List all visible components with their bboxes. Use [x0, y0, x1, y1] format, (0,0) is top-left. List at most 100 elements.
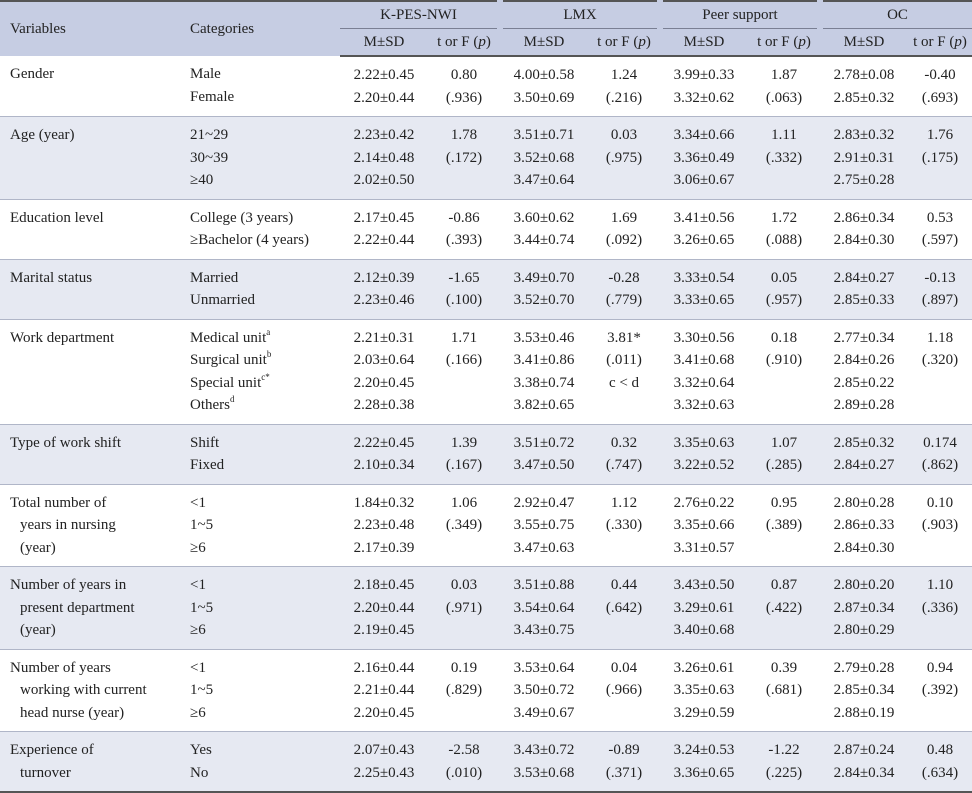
oc-t-cell: 0.94 (.392)	[908, 649, 972, 732]
peer-t-value: 0.18	[770, 329, 798, 346]
kpes-t-value: 1.39	[450, 434, 478, 451]
oc-msd-value: 2.85±0.33	[833, 292, 895, 308]
header-group-oc: OC	[817, 0, 972, 29]
lmx-t-value: (.779)	[605, 292, 643, 308]
table-row: Marital status Married Unmarried 2.12±0.39 2…	[0, 259, 972, 320]
table-row: Experience of turnover Yes No 2.07±0.43 2.25±…	[0, 731, 972, 793]
kpes-msd-value: 1.84±0.32	[353, 494, 415, 511]
peer-msd-cell: 3.43±0.50 3.29±0.61 3.40±0.68	[660, 566, 748, 650]
oc-msd-value: 2.80±0.20	[833, 577, 895, 593]
oc-t-value: -0.13	[924, 269, 956, 286]
lmx-t-cell: 0.44 (.642)	[588, 566, 660, 650]
variable-cell: Work department	[0, 319, 180, 425]
category-label: Fixed	[190, 457, 225, 473]
kpes-t-value: (.167)	[445, 457, 483, 473]
oc-msd-cell: 2.86±0.34 2.84±0.30	[820, 199, 908, 260]
peer-msd-value: 2.76±0.22	[673, 494, 735, 511]
category-label: 30~39	[190, 149, 229, 166]
category-label: <1	[190, 494, 206, 511]
oc-msd-value: 2.84±0.27	[833, 269, 895, 286]
peer-msd-value: 3.26±0.65	[673, 232, 735, 248]
category-cell: College (3 years) ≥Bachelor (4 years)	[180, 199, 340, 260]
category-cell: Shift Fixed	[180, 424, 340, 485]
oc-t-value: 1.10	[926, 577, 954, 593]
peer-msd-cell: 3.99±0.33 3.32±0.62	[660, 56, 748, 117]
kpes-t-value: (.010)	[445, 764, 483, 781]
table-row: Number of years in present department (yea…	[0, 566, 972, 650]
kpes-msd-value: 2.20±0.44	[353, 89, 415, 106]
lmx-t-cell: 1.24 (.216)	[588, 56, 660, 117]
header-tf-label: t or F (	[437, 33, 479, 50]
lmx-t-value: 1.12	[610, 494, 638, 511]
oc-msd-value: 2.87±0.24	[833, 742, 895, 758]
lmx-t-value: (.642)	[605, 599, 643, 616]
table-row: Work department Medical unita Surgical uni…	[0, 319, 972, 425]
header-t-or-f: t or F (p)	[428, 28, 500, 57]
peer-msd-value: 3.30±0.56	[673, 329, 735, 346]
peer-t-cell: 1.72 (.088)	[748, 199, 820, 260]
peer-msd-cell: 3.34±0.66 3.36±0.49 3.06±0.67	[660, 116, 748, 200]
peer-t-cell: 0.87 (.422)	[748, 566, 820, 650]
kpes-msd-value: 2.23±0.48	[353, 517, 415, 533]
oc-msd-cell: 2.77±0.34 2.84±0.26 2.85±0.22 2.89±0.28	[820, 319, 908, 425]
peer-msd-value: 3.41±0.56	[673, 209, 735, 226]
oc-t-value: 0.53	[926, 209, 954, 226]
kpes-msd-value: 2.18±0.45	[353, 577, 415, 593]
peer-t-value: (.422)	[765, 599, 803, 616]
kpes-msd-value: 2.17±0.45	[353, 209, 415, 226]
lmx-t-cell: 1.12 (.330)	[588, 484, 660, 567]
oc-msd-cell: 2.78±0.08 2.85±0.32	[820, 56, 908, 117]
peer-t-value: (.285)	[765, 457, 803, 473]
table-row: Type of work shift Shift Fixed 2.22±0.45 2.1…	[0, 424, 972, 485]
kpes-t-value: (.166)	[445, 352, 483, 368]
peer-msd-value: 3.33±0.65	[673, 292, 735, 308]
category-label: Surgical unitb	[190, 349, 272, 369]
kpes-msd-value: 2.22±0.44	[353, 232, 415, 248]
peer-t-cell: 0.18 (.910)	[748, 319, 820, 425]
lmx-t-value: (.966)	[605, 682, 643, 698]
variable-cell: Number of years working with current head …	[0, 649, 180, 732]
lmx-t-value: -0.28	[608, 269, 640, 286]
peer-msd-value: 3.32±0.64	[673, 374, 735, 391]
category-label: ≥6	[190, 704, 206, 721]
peer-msd-value: 3.40±0.68	[673, 622, 735, 638]
header-tf-close: )	[805, 33, 811, 50]
oc-msd-value: 2.79±0.28	[833, 659, 895, 676]
category-cell: <1 1~5 ≥6	[180, 484, 340, 567]
peer-t-value: 0.87	[770, 577, 798, 593]
kpes-msd-value: 2.12±0.39	[353, 269, 415, 286]
lmx-msd-value: 3.49±0.70	[513, 269, 575, 286]
table-row: Gender Male Female 2.22±0.45 2.20±0.44 0.80 (.…	[0, 56, 972, 117]
kpes-t-value: (.829)	[445, 682, 483, 698]
kpes-msd-cell: 2.23±0.42 2.14±0.48 2.02±0.50	[340, 116, 428, 200]
oc-t-value: (.693)	[921, 89, 959, 106]
variable-label: Gender	[10, 66, 55, 82]
kpes-msd-value: 2.10±0.34	[353, 457, 415, 473]
category-label: ≥40	[190, 172, 214, 188]
oc-t-cell: 0.174 (.862)	[908, 424, 972, 485]
lmx-msd-value: 3.50±0.72	[513, 682, 575, 698]
kpes-msd-value: 2.20±0.44	[353, 599, 415, 616]
oc-msd-value: 2.77±0.34	[833, 329, 895, 346]
lmx-t-cell: -0.89 (.371)	[588, 731, 660, 793]
kpes-t-value: (.971)	[445, 599, 483, 616]
peer-t-value: 0.39	[770, 659, 798, 676]
header-msd: M±SD	[820, 28, 908, 57]
table-row: Education level College (3 years) ≥Bachelo…	[0, 199, 972, 260]
kpes-t-value: 0.80	[450, 67, 478, 83]
kpes-msd-value: 2.14±0.48	[353, 149, 415, 166]
kpes-msd-value: 2.25±0.43	[353, 764, 415, 781]
lmx-msd-value: 3.60±0.62	[513, 209, 575, 226]
category-label: Unmarried	[190, 292, 255, 308]
category-label: ≥Bachelor (4 years)	[190, 232, 310, 248]
peer-msd-value: 3.35±0.66	[673, 517, 735, 533]
header-group-peer-support: Peer support	[657, 0, 820, 29]
header-msd: M±SD	[340, 28, 428, 57]
oc-t-value: (.903)	[921, 517, 959, 533]
peer-msd-value: 3.36±0.65	[673, 764, 735, 781]
kpes-msd-cell: 2.12±0.39 2.23±0.46	[340, 259, 428, 320]
oc-msd-value: 2.84±0.30	[833, 539, 895, 556]
header-tf-close: )	[485, 33, 491, 50]
variable-label: Type of work shift	[10, 434, 122, 451]
